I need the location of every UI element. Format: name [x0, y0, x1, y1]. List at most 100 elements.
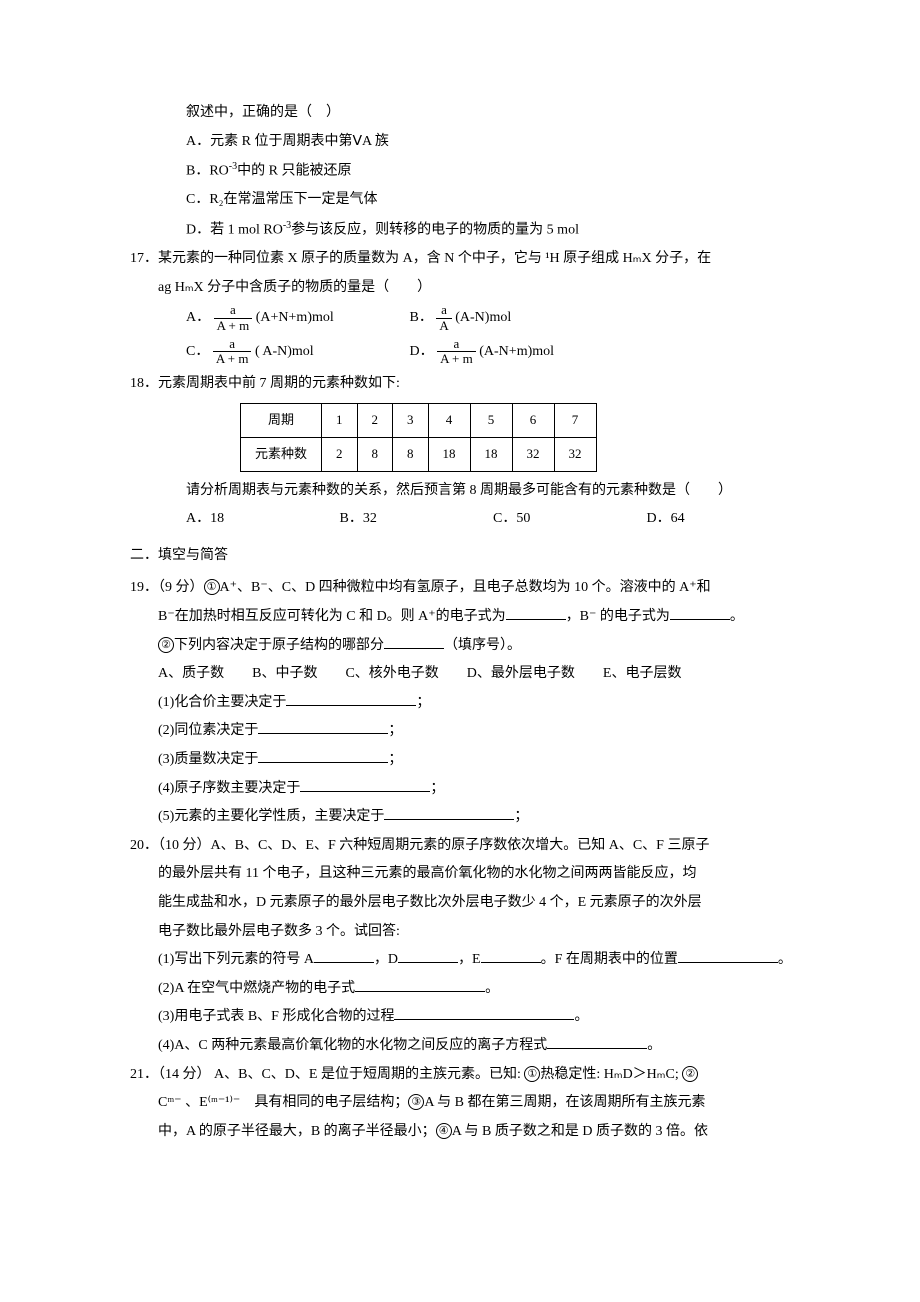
q18-h0: 周期 [241, 404, 322, 438]
q20-sub1-b: ，D [374, 952, 398, 967]
q21-line3-mid: A 与 B 质子数之和是 D 质子数的 3 倍。依 [452, 1124, 708, 1139]
q20-sub1-a: (1)写出下列元素的符号 A [158, 952, 314, 967]
q17-row-cd: C． a A + m ( A-N)mol D． a A + m (A-N+m)m… [130, 337, 810, 367]
q18-optD: D．64 [647, 506, 797, 533]
q17-stem2: ag HₘX 分子中含质子的物质的量是（ ） [130, 275, 810, 302]
q18-data-row: 元素种数 2 8 8 18 18 32 32 [241, 437, 597, 471]
q20-sub1: (1)写出下列元素的符号 A，D，E。F 在周期表中的位置。 [130, 947, 810, 974]
q18-r5: 18 [470, 437, 512, 471]
q17-A-den: A + m [214, 318, 253, 333]
q16-optD-pre: D．若 1 mol RO [186, 223, 283, 238]
q19-c2: ② [158, 637, 174, 653]
q19-line3-post: （填序号）。 [444, 638, 521, 653]
q19-sub1-text: (1)化合价主要决定于 [158, 695, 286, 710]
q20-line3: 能生成盐和水，D 元素原子的最外层电子数比次外层电子数少 4 个，E 元素原子的… [130, 890, 810, 917]
q20-line4: 电子数比最外层电子数多 3 个。试回答: [130, 919, 810, 946]
q17-optD: D． a A + m (A-N+m)mol [410, 337, 555, 367]
q18-tail: 请分析周期表与元素种数的关系，然后预言第 8 周期最多可能含有的元素种数是（ ） [130, 478, 810, 505]
q20-sub2-blank [355, 978, 485, 992]
q16-optB-sup: -3 [229, 161, 237, 172]
q20-sub2-post: 。 [485, 981, 499, 996]
q18-stem: 18．元素周期表中前 7 周期的元素种数如下: [130, 371, 810, 398]
q16-optB: B．RO-3中的 R 只能被还原 [130, 157, 810, 185]
q17-D-frac: a A + m [437, 337, 476, 367]
q21-c2: ② [682, 1066, 698, 1082]
q18-r1: 2 [322, 437, 358, 471]
q18-h4: 4 [428, 404, 470, 438]
q19-semi1: ； [416, 695, 430, 710]
q18-optA: A．18 [186, 506, 336, 533]
q19-line1-mid: A⁺、B⁻、C、D 四种微粒中均有氢原子，且电子总数均为 10 个。溶液中的 A… [220, 580, 711, 595]
q16-optD-sup: -3 [283, 220, 291, 231]
q19-semi5: ； [514, 809, 528, 824]
q19-choices: A、质子数 B、中子数 C、核外电子数 D、最外层电子数 E、电子层数 [130, 661, 810, 688]
q20-sub3-post: 。 [574, 1009, 588, 1024]
q19-blank2 [670, 606, 730, 620]
q20-sub3: (3)用电子式表 B、F 形成化合物的过程。 [130, 1004, 810, 1031]
q17-D-tail: (A-N+m)mol [479, 344, 554, 359]
section2-head: 二．填空与简答 [130, 543, 810, 570]
q20-sub2: (2)A 在空气中燃烧产物的电子式。 [130, 976, 810, 1003]
q17-B-num: a [436, 303, 451, 317]
q17-B-den: A [436, 318, 451, 333]
q17-B-tail: (A-N)mol [455, 310, 511, 325]
q18-optC: C．50 [493, 506, 643, 533]
q17-D-den: A + m [437, 351, 476, 366]
q18-h5: 5 [470, 404, 512, 438]
q16-optD-post: 参与该反应，则转移的电子的物质的量为 5 mol [291, 223, 579, 238]
q20-sub1-b3 [481, 949, 541, 963]
q20-sub1-e: 。 [778, 952, 792, 967]
q21-line1-pre: 21．（14 分） A、B、C、D、E 是位于短周期的主族元素。已知: [130, 1067, 524, 1082]
q20-sub4-blank [547, 1035, 647, 1049]
q17-D-num: a [437, 337, 476, 351]
q17-A-label: A． [186, 310, 210, 325]
q17-A-num: a [214, 303, 253, 317]
q18-h3: 3 [393, 404, 429, 438]
q17-B-frac: a A [436, 303, 451, 333]
q19-sub3-blank [258, 749, 388, 763]
q18-optB: B．32 [340, 506, 490, 533]
q21-c3: ③ [408, 1094, 424, 1110]
q19-sub5: (5)元素的主要化学性质，主要决定于； [130, 804, 810, 831]
q17-stem1: 17．某元素的一种同位素 X 原子的质量数为 A，含 N 个中子，它与 ¹H 原… [130, 246, 810, 273]
q21-line3: 中，A 的原子半径最大，B 的离子半径最小；④A 与 B 质子数之和是 D 质子… [130, 1119, 810, 1146]
q16-optD: D．若 1 mol RO-3参与该反应，则转移的电子的物质的量为 5 mol [130, 216, 810, 244]
q17-optB: B． a A (A-N)mol [410, 303, 512, 333]
q18-h7: 7 [554, 404, 596, 438]
q21-c1: ① [524, 1066, 540, 1082]
q19-sub2: (2)同位素决定于； [130, 718, 810, 745]
q17-D-label: D． [410, 344, 434, 359]
q16-optC: C．R₂在常温常压下一定是气体 [130, 187, 810, 214]
q20-sub1-b4 [678, 949, 778, 963]
q17-C-num: a [213, 337, 252, 351]
q17-B-label: B． [410, 310, 433, 325]
q20-sub4-post: 。 [647, 1038, 661, 1053]
q16-optB-pre: B．RO [186, 164, 229, 179]
q21-line1-mid: 热稳定性: HₘD＞HₘC; [540, 1067, 682, 1082]
q17-C-frac: a A + m [213, 337, 252, 367]
q18-r7: 32 [554, 437, 596, 471]
q18-r3: 8 [393, 437, 429, 471]
q20-sub4: (4)A、C 两种元素最高价氧化物的水化物之间反应的离子方程式。 [130, 1033, 810, 1060]
q16-optB-post: 中的 R 只能被还原 [237, 164, 351, 179]
q19-blank1 [506, 606, 566, 620]
q19-sub4-text: (4)原子序数主要决定于 [158, 781, 300, 796]
q19-line2-post: 。 [730, 609, 744, 624]
q19-line2: B⁻在加热时相互反应可转化为 C 和 D。则 A⁺的电子式为，B⁻ 的电子式为。 [130, 604, 810, 631]
q17-optC: C． a A + m ( A-N)mol [186, 337, 406, 367]
q19-sub2-text: (2)同位素决定于 [158, 723, 258, 738]
q20-sub1-b2 [398, 949, 458, 963]
q21-line1: 21．（14 分） A、B、C、D、E 是位于短周期的主族元素。已知: ①热稳定… [130, 1062, 810, 1089]
q21-line3-pre: 中，A 的原子半径最大，B 的离子半径最小； [158, 1124, 436, 1139]
q18-h2: 2 [357, 404, 393, 438]
q17-C-den: A + m [213, 351, 252, 366]
q20-sub1-c: ，E [458, 952, 481, 967]
q16-optA: A．元素 R 位于周期表中第ⅤA 族 [130, 129, 810, 156]
q17-A-tail: (A+N+m)mol [256, 310, 334, 325]
q19-sub4-blank [300, 778, 430, 792]
q16-stem-cont: 叙述中，正确的是（ ） [130, 100, 810, 127]
q19-semi3: ； [388, 752, 402, 767]
q18-h1: 1 [322, 404, 358, 438]
q19-blank3 [384, 635, 444, 649]
q19-line3-text: 下列内容决定于原子结构的哪部分 [174, 638, 384, 653]
